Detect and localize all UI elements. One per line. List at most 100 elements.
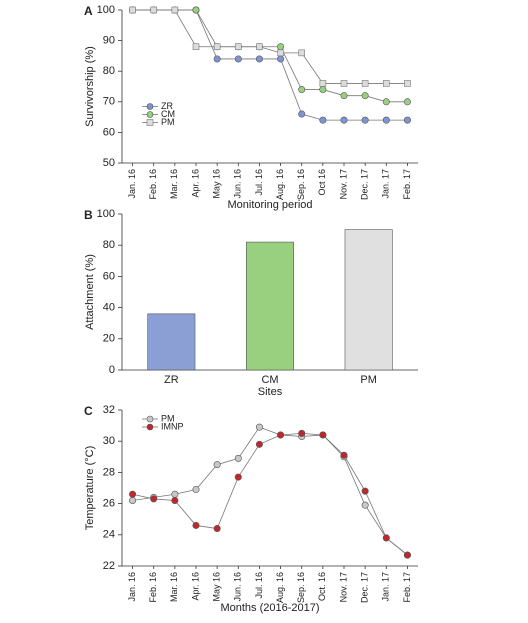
x-tick-label: Mar. 16 (169, 572, 179, 602)
marker (150, 495, 158, 503)
x-tick-label: Feb. 16 (148, 572, 158, 603)
x-tick-label: Jan. 17 (381, 572, 391, 602)
x-tick-label: Jul. 16 (254, 572, 264, 599)
marker (298, 110, 306, 118)
x-tick-label: Jun. 16 (233, 169, 243, 199)
marker (234, 473, 242, 481)
panel-label: A (84, 4, 93, 18)
marker (277, 49, 284, 57)
y-tick-label: 26 (103, 498, 115, 510)
y-tick-label: 20 (103, 333, 115, 345)
x-tick-label: Apr. 16 (190, 572, 200, 601)
marker (319, 80, 327, 87)
marker (213, 525, 221, 533)
marker (192, 486, 200, 494)
y-tick-label: 60 (103, 126, 115, 138)
y-tick-label: 60 (103, 270, 115, 282)
marker (361, 80, 369, 87)
y-tick-label: 0 (109, 364, 115, 376)
x-tick-label: Dec. 17 (360, 572, 370, 603)
legend-label: PM (161, 117, 175, 127)
x-tick-label: Sep. 16 (296, 169, 306, 200)
y-tick-label: 30 (103, 435, 115, 447)
marker (213, 43, 221, 51)
legend-label: CM (161, 109, 175, 119)
legend-marker (146, 415, 154, 423)
marker (298, 49, 306, 57)
marker (255, 440, 263, 448)
x-tick-label: Nov. 17 (338, 572, 348, 602)
marker (382, 116, 390, 124)
bar (246, 241, 294, 371)
marker (277, 55, 285, 63)
series-line (132, 9, 408, 84)
marker (255, 55, 263, 63)
x-tick-label: Dec. 17 (360, 169, 370, 200)
x-tick-label: Jan. 17 (381, 169, 391, 199)
y-tick-label: 24 (103, 529, 115, 541)
marker (319, 431, 327, 439)
y-tick-label: 28 (103, 466, 115, 478)
y-tick-label: 32 (103, 404, 115, 416)
y-axis-label: Temperature (°C) (84, 446, 96, 530)
marker (340, 92, 348, 100)
legend-marker (146, 103, 154, 110)
x-tick-label: May 16 (212, 169, 222, 199)
series-line (132, 426, 408, 556)
x-tick-label: Mar. 16 (169, 169, 179, 199)
series-line (132, 9, 408, 121)
panel-label: C (84, 404, 93, 418)
y-tick-label: 40 (103, 302, 115, 314)
marker (403, 116, 411, 124)
y-tick-label: 90 (103, 35, 115, 47)
marker (361, 487, 369, 495)
marker (382, 534, 390, 542)
legend-marker (146, 423, 154, 431)
x-tick-label: Feb. 17 (402, 572, 412, 603)
marker (255, 423, 263, 431)
marker (129, 496, 137, 504)
x-tick-label: Aug. 16 (275, 169, 285, 200)
series-line (132, 432, 408, 556)
marker (234, 454, 242, 462)
marker (340, 116, 348, 124)
x-tick-label: Jan. 16 (127, 572, 137, 602)
marker (192, 6, 200, 14)
marker (382, 98, 390, 106)
x-tick-label: Apr. 16 (190, 169, 200, 198)
x-tick-label: ZR (164, 374, 179, 386)
marker (403, 551, 411, 559)
marker (213, 55, 221, 63)
legend-label: IMNP (161, 421, 184, 431)
marker (256, 43, 263, 51)
x-tick-label: Feb. 16 (148, 169, 158, 200)
bar (147, 313, 196, 371)
x-tick-label: Feb. 17 (402, 169, 412, 200)
marker (213, 461, 221, 469)
y-tick-label: 22 (103, 560, 115, 572)
y-tick-label: 50 (103, 157, 115, 169)
x-tick-label: Sep. 16 (296, 572, 306, 603)
y-tick-label: 80 (103, 65, 115, 77)
marker (150, 6, 158, 14)
x-tick-label: Oct 16 (317, 169, 327, 196)
panel-label: B (84, 208, 93, 222)
marker (340, 451, 348, 459)
legend-label: ZR (161, 101, 173, 111)
marker (171, 490, 179, 498)
marker (340, 80, 348, 87)
series-line (132, 9, 408, 103)
x-axis-label: Months (2016-2017) (220, 602, 319, 614)
marker (319, 116, 327, 124)
marker (361, 116, 369, 124)
x-tick-label: PM (360, 374, 377, 386)
marker (361, 92, 369, 100)
marker (382, 80, 390, 87)
y-tick-label: 100 (97, 208, 115, 220)
legend-marker (146, 119, 154, 126)
marker (319, 86, 327, 94)
y-axis-label: Survivorship (%) (84, 46, 96, 127)
y-axis-label: Attachment (%) (84, 254, 96, 330)
marker (192, 43, 200, 51)
